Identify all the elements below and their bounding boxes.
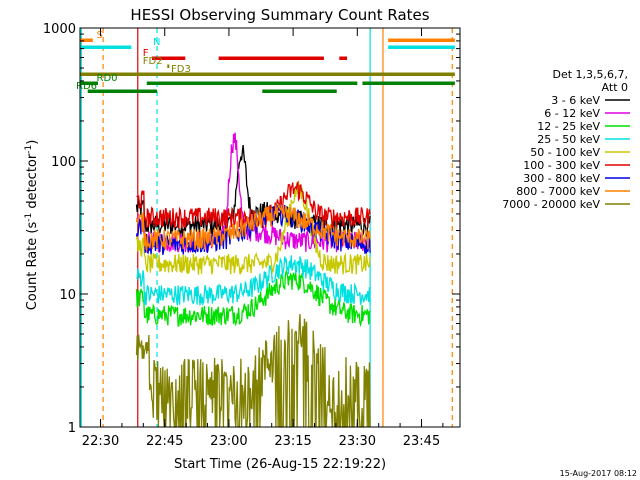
- x-axis-label: Start Time (26-Aug-15 22:19:22): [174, 457, 386, 472]
- state-bar-RD0-2: [362, 81, 455, 85]
- x-tick-label: 23:30: [339, 434, 376, 449]
- state-bar-N-1: [388, 45, 455, 49]
- state-bar-N-0: [80, 45, 132, 49]
- legend-header: Det 1,3,5,6,7,: [552, 68, 628, 81]
- chart-title: HESSI Observing Summary Count Rates: [130, 6, 429, 24]
- series-line-4: [135, 181, 371, 275]
- x-tick-label: 23:15: [274, 434, 311, 449]
- series-line-5: [136, 180, 371, 229]
- state-bar-F-1: [218, 56, 324, 60]
- legend-label-5: 100 - 300 keV: [523, 159, 600, 172]
- state-label-0: S: [97, 30, 103, 41]
- y-axis-label-part: Count Rate (s: [25, 222, 40, 311]
- series-line-8: [135, 314, 371, 428]
- state-bar-RD6-0: [87, 89, 158, 93]
- timestamp: 15-Aug-2017 08:12: [560, 469, 637, 478]
- legend-label-8: 7000 - 20000 keV: [502, 198, 600, 211]
- legend-label-6: 300 - 800 keV: [523, 172, 600, 185]
- state-label-5: RD0: [97, 73, 118, 84]
- y-tick-label: 100: [51, 155, 76, 170]
- series-line-2: [135, 269, 371, 328]
- state-bar-F-2: [339, 56, 348, 60]
- plot-frame: [79, 27, 461, 428]
- state-label-1: N: [153, 37, 160, 48]
- state-bar-FD3-0: [80, 72, 455, 76]
- state-bar-RD0-0: [80, 81, 98, 85]
- x-tick-label: 22:30: [82, 434, 119, 449]
- state-bar-RD6-1: [262, 89, 337, 93]
- legend-header: Att 0: [602, 81, 628, 94]
- state-label-4: FD3: [171, 64, 191, 75]
- legend-label-0: 3 - 6 keV: [551, 94, 600, 107]
- legend-label-7: 800 - 7000 keV: [516, 185, 600, 198]
- legend-label-2: 12 - 25 keV: [537, 120, 600, 133]
- state-label-6: RD6: [76, 81, 97, 92]
- y-tick-label: 1: [68, 421, 76, 436]
- legend-label-4: 50 - 100 keV: [530, 146, 600, 159]
- series-line-3: [136, 255, 371, 307]
- state-label-3: FD2: [143, 56, 163, 67]
- y-axis-label-part: detector: [25, 153, 40, 213]
- legend-label-1: 6 - 12 keV: [544, 107, 600, 120]
- series-line-7: [135, 203, 371, 253]
- y-axis-label-part: ): [25, 140, 40, 145]
- state-bar-F-0: [151, 56, 186, 60]
- state-bar-RD0-1: [146, 81, 358, 85]
- state-bar-S-0: [80, 38, 93, 42]
- y-axis-label: Count Rate (s-1 detector-1): [24, 140, 40, 311]
- x-tick-label: 23:00: [210, 434, 247, 449]
- legend-label-3: 25 - 50 keV: [537, 133, 600, 146]
- y-axis-label-exponent: -1: [24, 213, 34, 222]
- y-tick-label: 1000: [43, 22, 76, 37]
- state-bar-FD2-0: [167, 64, 170, 68]
- x-tick-label: 22:45: [146, 434, 183, 449]
- y-axis-label-exponent: -1: [24, 145, 34, 154]
- y-tick-label: 10: [59, 288, 76, 303]
- x-tick-label: 23:45: [403, 434, 440, 449]
- state-bar-S-1: [388, 38, 455, 42]
- state-label-2: F: [143, 48, 149, 59]
